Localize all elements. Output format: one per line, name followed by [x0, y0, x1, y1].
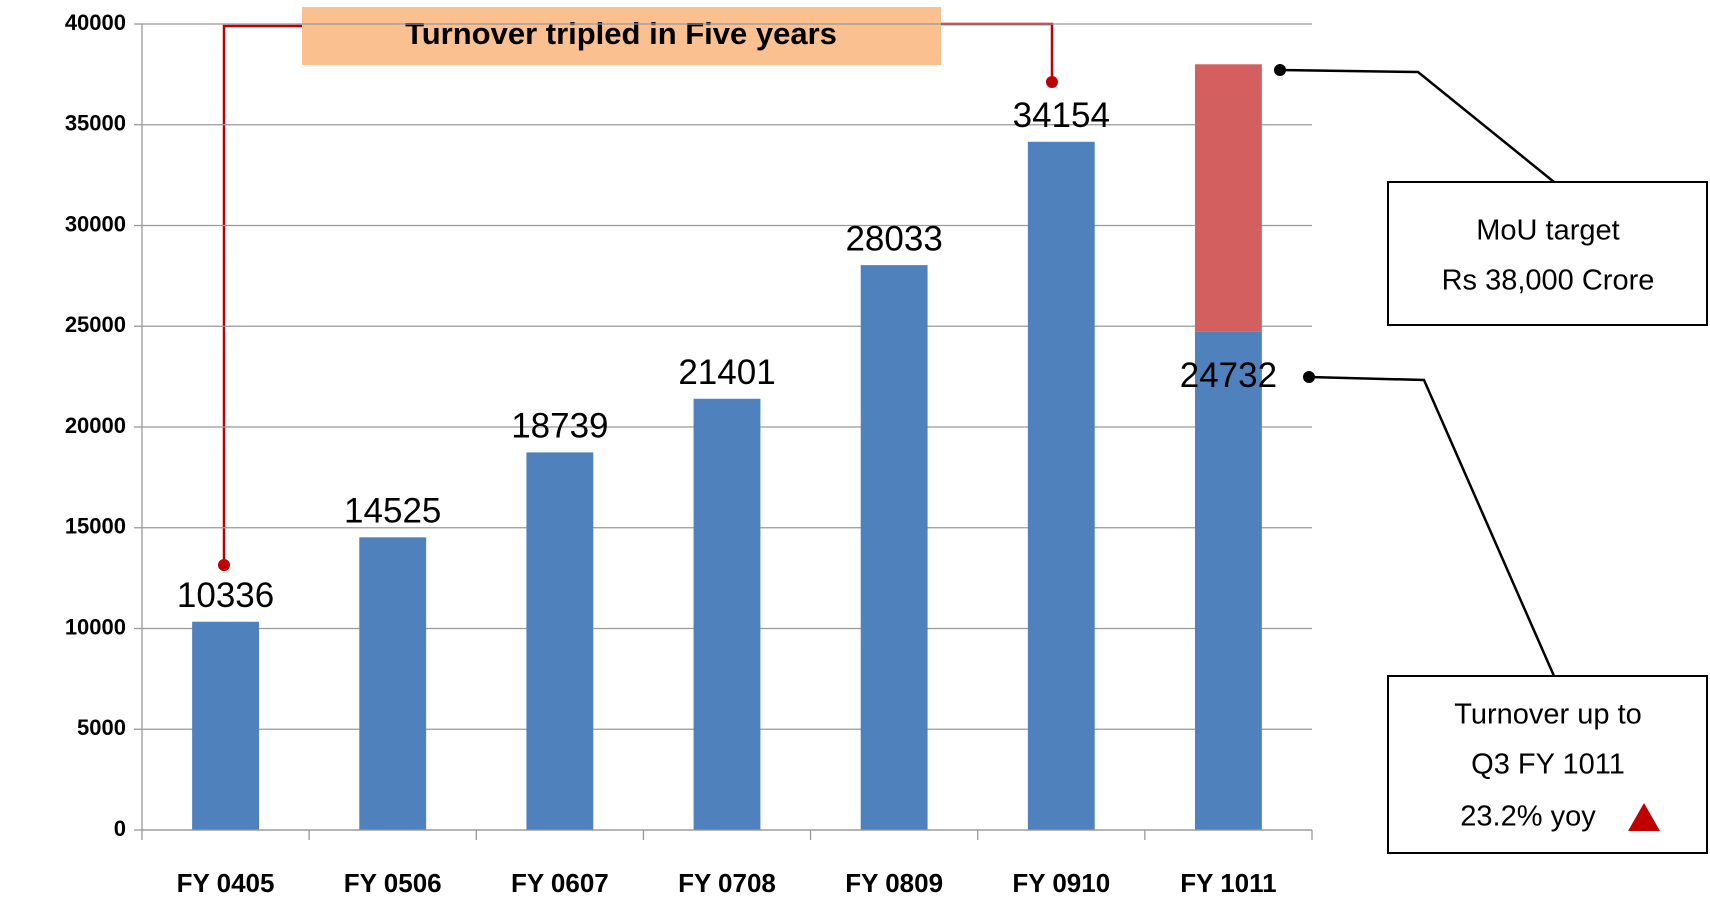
callout-line	[1308, 375, 1556, 677]
callout-dot	[1274, 64, 1286, 76]
x-tick-label: FY 0708	[678, 868, 776, 898]
callout-dot	[1303, 371, 1315, 383]
bar	[526, 452, 594, 830]
bar	[192, 621, 259, 830]
callout-text: Rs 38,000 Crore	[1442, 265, 1655, 297]
bar	[693, 398, 761, 830]
x-tick-label: FY 1011	[1180, 868, 1276, 898]
data-label: 34154	[1013, 96, 1110, 135]
bracket-dot	[1046, 76, 1058, 88]
x-tick-label: FY 0405	[177, 868, 275, 898]
y-tick-label: 0	[114, 816, 126, 841]
y-tick-label: 15000	[65, 514, 126, 539]
x-tick-label: FY 0910	[1012, 868, 1110, 898]
bracket-dot	[218, 559, 230, 571]
bar	[1027, 141, 1095, 831]
y-tick-label: 30000	[65, 211, 126, 236]
callout-box	[1387, 181, 1708, 326]
up-arrow	[1628, 803, 1660, 831]
callout-line	[1279, 68, 1555, 183]
x-tick-label: FY 0506	[344, 868, 442, 898]
y-tick-label: 10000	[65, 614, 126, 639]
bracket-line	[941, 22, 1054, 82]
x-tick-label: FY 0809	[845, 868, 943, 898]
y-tick-label: 5000	[77, 715, 126, 740]
bar	[860, 265, 928, 831]
data-label: 21401	[678, 353, 775, 392]
data-label: 18739	[511, 407, 608, 446]
data-label: 14525	[344, 492, 441, 531]
callout-text: Q3 FY 1011	[1471, 749, 1625, 781]
bracket-line	[222, 24, 302, 565]
headline-box	[302, 7, 941, 65]
bar	[1195, 331, 1262, 830]
data-label: 10336	[177, 576, 274, 615]
data-label: 24732	[1180, 356, 1277, 395]
callout-text: MoU target	[1476, 215, 1619, 247]
x-tick-label: FY 0607	[511, 868, 609, 898]
y-tick-label: 35000	[65, 111, 126, 136]
bar	[1195, 64, 1262, 332]
y-tick-label: 20000	[65, 413, 126, 438]
headline: Turnover tripled in Five years	[405, 16, 837, 51]
y-tick-label: 25000	[65, 312, 126, 337]
data-label: 28033	[845, 219, 942, 258]
callout-text: Turnover up to	[1454, 699, 1642, 731]
y-tick-label: 40000	[65, 10, 126, 35]
bar	[359, 537, 427, 830]
callout-text: 23.2% yoy	[1460, 801, 1596, 833]
